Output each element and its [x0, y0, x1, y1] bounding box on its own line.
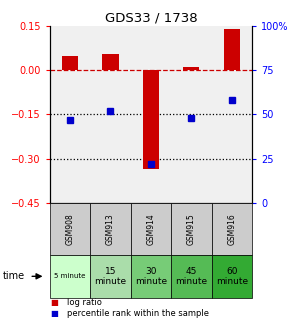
Text: GSM916: GSM916 [227, 213, 236, 245]
Text: 60
minute: 60 minute [216, 267, 248, 286]
Text: 30
minute: 30 minute [135, 267, 167, 286]
Bar [62, 56, 78, 70]
Text: GSM908: GSM908 [66, 213, 74, 245]
Title: GDS33 / 1738: GDS33 / 1738 [105, 12, 197, 25]
Text: 5 minute: 5 minute [54, 273, 86, 279]
Text: 15
minute: 15 minute [94, 267, 127, 286]
Text: GSM915: GSM915 [187, 213, 196, 245]
Text: percentile rank within the sample: percentile rank within the sample [67, 309, 209, 318]
Bar [143, 70, 159, 169]
Text: time: time [3, 271, 25, 281]
Text: ■: ■ [50, 298, 58, 307]
Bar [102, 54, 119, 70]
Text: log ratio: log ratio [67, 298, 102, 307]
Text: 45
minute: 45 minute [175, 267, 207, 286]
Bar [183, 67, 200, 70]
Text: GSM913: GSM913 [106, 213, 115, 245]
Text: GSM914: GSM914 [146, 213, 155, 245]
Bar [224, 29, 240, 70]
Text: ■: ■ [50, 309, 58, 318]
